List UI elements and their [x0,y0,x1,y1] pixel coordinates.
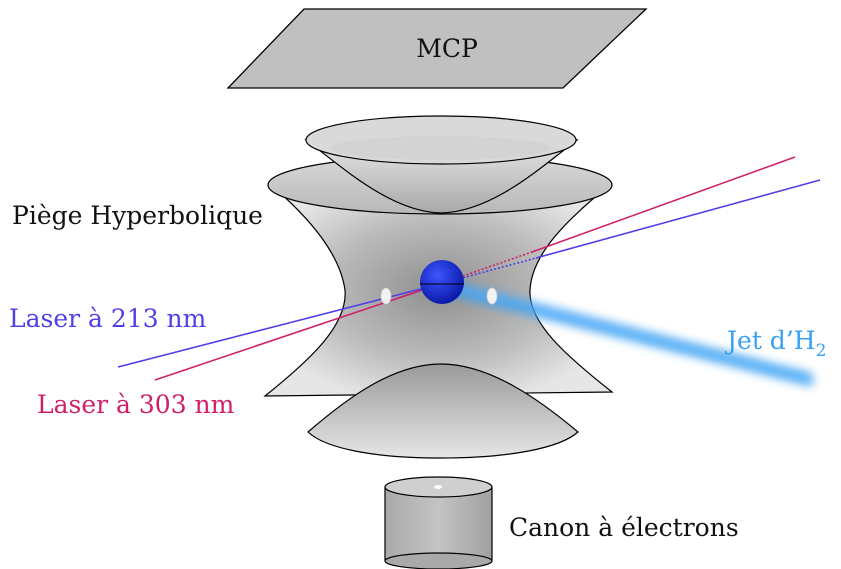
mcp-detector [226,8,648,89]
jet-label: Jet d’H2 [724,326,826,361]
jet-label-subscript: 2 [816,341,827,361]
trap-label: Piège Hyperbolique [12,201,263,230]
mcp-label: MCP [416,34,478,63]
bottom-endcap-electrode [307,363,579,459]
electron-gun [384,476,493,569]
laser-303-label: Laser à 303 nm [37,390,235,419]
top-endcap-electrode [304,115,579,214]
ring-hole-left [380,287,392,305]
laser-213-label: Laser à 213 nm [9,304,207,333]
jet-label-main: Jet d’H [724,326,816,355]
ring-hole-right [486,287,498,305]
electron-gun-aperture [434,485,442,489]
hydrogen-jet [448,282,813,386]
ion-cloud [420,260,464,304]
electron-gun-label: Canon à électrons [509,513,739,542]
